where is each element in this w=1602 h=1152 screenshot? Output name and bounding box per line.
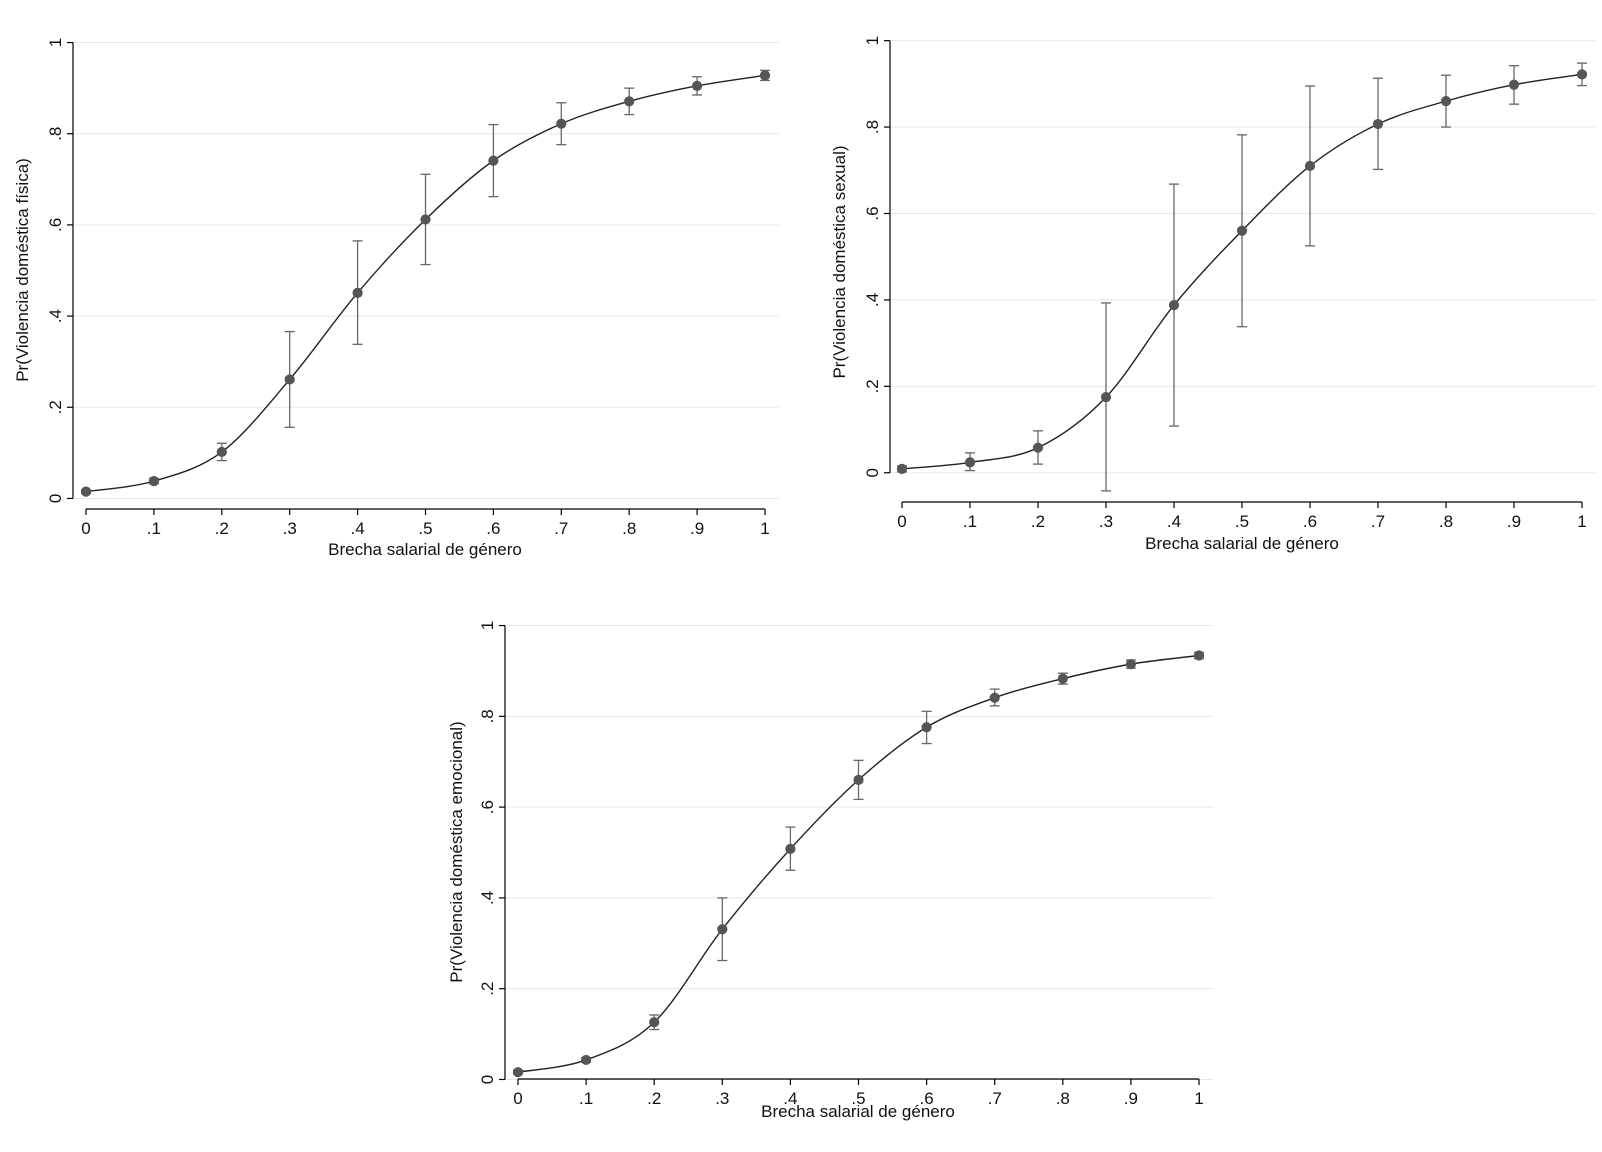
data-point <box>853 774 864 785</box>
x-tick-label: .8 <box>1056 1089 1070 1108</box>
y-tick-label: .2 <box>478 982 497 996</box>
data-point <box>1125 659 1137 670</box>
y-tick-label: .6 <box>863 206 882 220</box>
x-tick-label: 1 <box>760 519 769 538</box>
y-tick-label: .4 <box>478 891 497 905</box>
data-point <box>1168 299 1180 311</box>
data-point <box>717 924 728 935</box>
x-tick-label: .5 <box>1235 512 1249 531</box>
x-tick-label: .4 <box>783 1089 797 1108</box>
y-tick-label: .4 <box>863 293 882 307</box>
y-tick-label: .8 <box>478 709 497 723</box>
data-point <box>1372 118 1384 130</box>
x-tick-label: .6 <box>486 519 500 538</box>
x-tick-label: .4 <box>1167 512 1181 531</box>
data-point <box>624 96 635 107</box>
y-axis-title: Pr(Violencia doméstica física) <box>13 158 32 382</box>
x-tick-label: .3 <box>283 519 297 538</box>
x-tick-label: .2 <box>215 519 229 538</box>
data-point <box>420 214 431 225</box>
x-tick-label: .9 <box>1507 512 1521 531</box>
data-point <box>1100 392 1112 403</box>
y-tick-label: 1 <box>863 36 882 45</box>
x-tick-label: .8 <box>1439 512 1453 531</box>
data-point <box>1057 673 1068 684</box>
chart-panel-3: 0 .2 .4 .6 .8 1 0 .1 .2 .3 .4 .5 .6 .7 .8 .9 1 Brecha sal… <box>447 621 1213 1121</box>
x-tick-label: .5 <box>851 1089 865 1108</box>
data-point <box>352 287 363 298</box>
x-tick-label: 1 <box>1194 1089 1203 1108</box>
x-tick-label: .1 <box>579 1089 593 1108</box>
data-point <box>649 1017 660 1028</box>
y-tick-label: .6 <box>478 800 497 814</box>
x-tick-label: .1 <box>963 512 977 531</box>
data-point <box>964 457 976 468</box>
x-tick-label: .6 <box>1303 512 1317 531</box>
data-point <box>284 374 295 385</box>
data-point <box>512 1067 524 1078</box>
data-point <box>921 722 932 733</box>
data-point <box>488 155 499 166</box>
data-point <box>80 486 92 497</box>
y-tick-label: .2 <box>46 400 65 414</box>
y-tick-label: .6 <box>46 218 65 232</box>
chart-panel-2: 0 .2 .4 .6 .8 1 0 .1 .2 .3 .4 .5 .6 .7 .8 .9 1 Brecha sal… <box>830 36 1596 553</box>
x-tick-label: .4 <box>351 519 365 538</box>
x-tick-label: .6 <box>920 1089 934 1108</box>
x-tick-label: .7 <box>988 1089 1002 1108</box>
x-tick-label: .9 <box>690 519 704 538</box>
data-point <box>216 446 227 458</box>
series-line <box>517 654 1200 1073</box>
data-point <box>1576 69 1588 80</box>
y-axis-title: Pr(Violencia doméstica emocional) <box>447 721 466 982</box>
data-point <box>556 118 567 129</box>
x-tick-label: .7 <box>1371 512 1385 531</box>
x-tick-label: 0 <box>513 1089 522 1108</box>
data-point <box>1304 160 1316 172</box>
data-point <box>989 692 1000 703</box>
data-point <box>1193 650 1205 661</box>
y-axis-title: Pr(Violencia doméstica sexual) <box>830 145 849 378</box>
data-point <box>1440 96 1452 107</box>
x-tick-label: .8 <box>622 519 636 538</box>
y-tick-label: 1 <box>478 621 497 630</box>
data-point <box>692 80 703 91</box>
x-tick-label: 0 <box>81 519 90 538</box>
data-point <box>1508 79 1520 90</box>
data-point <box>759 70 771 81</box>
series-line <box>901 73 1583 470</box>
x-tick-label: .3 <box>715 1089 729 1108</box>
y-tick-label: 0 <box>46 494 65 503</box>
y-tick-label: 0 <box>478 1075 497 1084</box>
x-tick-label: .2 <box>1031 512 1045 531</box>
y-tick-label: 0 <box>863 468 882 477</box>
x-tick-label: .9 <box>1124 1089 1138 1108</box>
data-point <box>1032 442 1044 453</box>
data-point <box>785 843 796 854</box>
x-tick-label: .3 <box>1099 512 1113 531</box>
x-axis-title: Brecha salarial de género <box>328 540 522 559</box>
data-point <box>581 1054 592 1066</box>
series-line <box>85 74 766 493</box>
x-tick-label: .2 <box>647 1089 661 1108</box>
y-tick-label: .8 <box>46 127 65 141</box>
x-tick-label: .5 <box>418 519 432 538</box>
x-tick-label: .1 <box>147 519 161 538</box>
y-tick-label: .2 <box>863 379 882 393</box>
x-tick-label: .7 <box>554 519 568 538</box>
data-point <box>1236 225 1248 236</box>
data-point <box>896 463 908 474</box>
data-point <box>148 476 159 487</box>
x-axis-title: Brecha salarial de género <box>761 1102 955 1121</box>
y-tick-label: .4 <box>46 309 65 323</box>
y-tick-label: .8 <box>863 120 882 134</box>
x-tick-label: 0 <box>897 512 906 531</box>
x-axis-title: Brecha salarial de género <box>1145 534 1339 553</box>
x-tick-label: 1 <box>1577 512 1586 531</box>
y-tick-label: 1 <box>46 38 65 47</box>
chart-panel-1: 0 .2 .4 .6 .8 1 0 .1 .2 .3 .4 .5 .6 .7 .8 .9 1 Brecha sal… <box>13 38 779 559</box>
